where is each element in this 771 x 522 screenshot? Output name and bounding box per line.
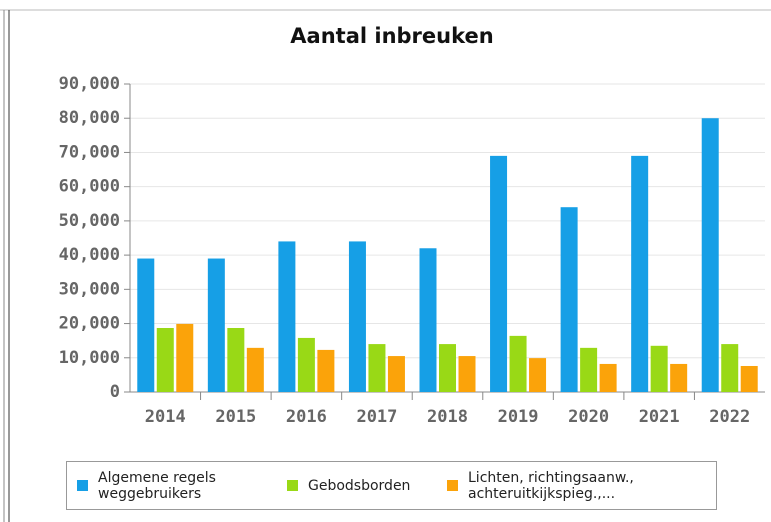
bar (246, 347, 264, 392)
legend-swatch (287, 480, 298, 491)
bar (278, 241, 296, 392)
bar (721, 344, 739, 392)
x-tick-label: 2021 (639, 407, 680, 427)
legend-label: Gebodsborden (308, 477, 411, 494)
y-tick-label: 20,000 (59, 314, 120, 334)
x-tick-label: 2019 (498, 407, 539, 427)
bar (387, 356, 405, 392)
bar (560, 207, 578, 392)
legend-item: Gebodsborden (287, 478, 437, 494)
bar (137, 258, 155, 392)
bar (580, 347, 598, 392)
legend-label: Lichten, richtingsaanw., achteruitkijksp… (468, 469, 634, 502)
x-tick-label: 2016 (286, 407, 327, 427)
y-tick-label: 30,000 (59, 279, 120, 299)
x-tick-label: 2015 (215, 407, 256, 427)
bar (509, 335, 527, 392)
y-tick-label: 10,000 (59, 348, 120, 368)
bar (317, 349, 335, 392)
x-tick-label: 2022 (709, 407, 750, 427)
bar (650, 345, 668, 392)
legend-label: Algemene regels weggebruikers (98, 469, 216, 502)
bar (599, 363, 617, 392)
y-tick-label: 50,000 (59, 211, 120, 231)
bar (156, 328, 174, 392)
y-tick-label: 60,000 (59, 177, 120, 197)
legend-item: Algemene regels weggebruikers (77, 470, 277, 502)
bar (439, 344, 456, 392)
y-tick-label: 90,000 (59, 74, 120, 94)
bar (670, 363, 688, 392)
x-tick-label: 2014 (145, 407, 186, 427)
chart-title: Aantal inbreuken (290, 24, 493, 48)
bar (490, 155, 508, 392)
bar (458, 356, 476, 392)
legend-item: Lichten, richtingsaanw., achteruitkijksp… (447, 470, 707, 502)
y-tick-label: 40,000 (59, 245, 120, 265)
bar (368, 344, 386, 392)
bar (631, 155, 649, 392)
y-tick-label: 70,000 (59, 142, 120, 162)
bar (740, 365, 758, 392)
legend: Algemene regels weggebruikers Gebodsborde… (66, 461, 717, 510)
y-tick-label: 80,000 (59, 108, 120, 128)
bar (529, 358, 547, 392)
bar (348, 241, 366, 392)
bar (176, 323, 194, 392)
legend-swatch (447, 480, 458, 491)
x-tick-label: 2020 (568, 407, 609, 427)
legend-swatch (77, 480, 88, 491)
bar (419, 248, 437, 392)
x-tick-label: 2018 (427, 407, 468, 427)
x-tick-label: 2017 (356, 407, 397, 427)
bar (297, 337, 315, 392)
bar (207, 258, 225, 392)
y-tick-label: 0 (110, 382, 120, 402)
bar (227, 328, 245, 392)
bar (701, 118, 719, 392)
